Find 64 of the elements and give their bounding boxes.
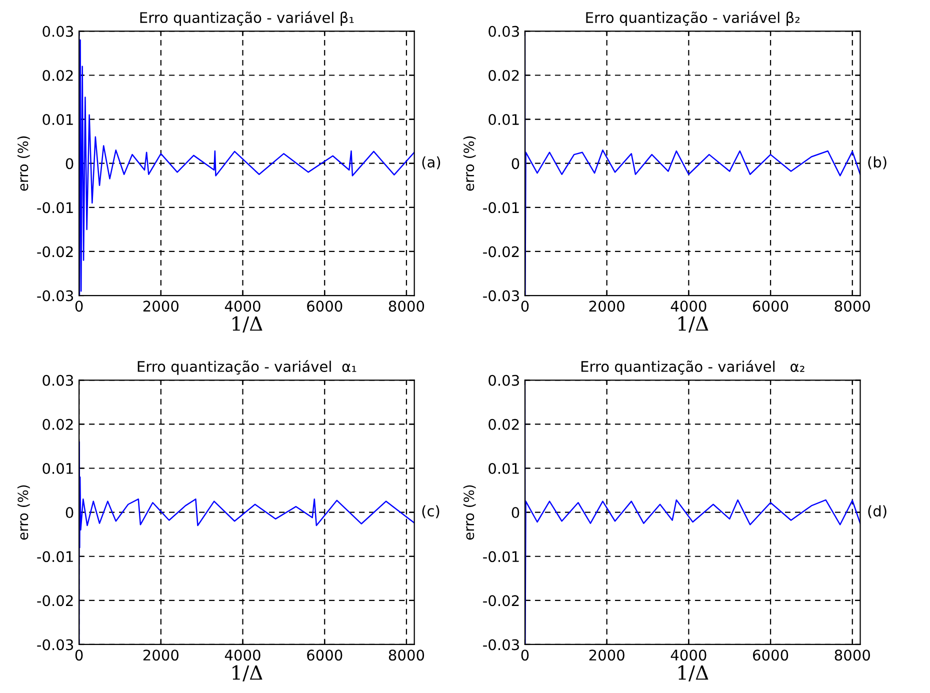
x-tick-label: 8000 bbox=[388, 650, 424, 661]
x-tick-label: 6000 bbox=[307, 300, 342, 312]
x-axis-title: 1/Δ bbox=[232, 316, 262, 332]
x-tick-label: 6000 bbox=[753, 300, 788, 312]
x-tick-label: 8000 bbox=[834, 300, 870, 312]
y-tick-label: 0.01 bbox=[488, 114, 519, 126]
y-axis-title: erro (%) bbox=[463, 485, 476, 540]
x-axis-title: 1/Δ bbox=[678, 316, 708, 332]
y-tick-label: 0.03 bbox=[488, 374, 519, 386]
y-tick-label: -0.01 bbox=[37, 202, 73, 214]
x-tick-label: 6000 bbox=[753, 650, 788, 661]
y-tick-label: 0 bbox=[512, 507, 520, 518]
x-tick-label: 2000 bbox=[589, 650, 624, 661]
x-tick-label: 2000 bbox=[143, 300, 178, 312]
y-tick-label: 0.03 bbox=[42, 26, 74, 37]
x-tick-label: 0 bbox=[75, 300, 83, 312]
x-tick-label: 2000 bbox=[143, 650, 178, 661]
y-tick-label: 0.01 bbox=[42, 114, 73, 126]
x-tick-label: 4000 bbox=[670, 300, 706, 312]
y-axis-title: erro (%) bbox=[17, 485, 30, 540]
y-tick-label: -0.02 bbox=[37, 595, 73, 606]
y-tick-label: -0.02 bbox=[483, 246, 519, 258]
y-tick-label: 0 bbox=[66, 158, 74, 170]
text: (a) bbox=[422, 156, 440, 170]
y-tick-label: -0.03 bbox=[483, 290, 519, 302]
y-tick-label: 0.02 bbox=[488, 418, 519, 430]
x-tick-label: 4000 bbox=[670, 650, 706, 661]
y-tick-label: 0.01 bbox=[42, 462, 73, 474]
text: (d) bbox=[868, 505, 886, 518]
y-tick-label: -0.03 bbox=[483, 639, 519, 650]
text: (b) bbox=[868, 156, 886, 170]
chart-title: Erro quantização - variável α₂ bbox=[581, 360, 804, 375]
x-tick-label: 0 bbox=[521, 650, 529, 661]
y-tick-label: 0.01 bbox=[488, 462, 519, 474]
y-tick-label: -0.02 bbox=[37, 246, 73, 258]
x-axis-title: 1/Δ bbox=[678, 665, 708, 682]
x-tick-label: 8000 bbox=[388, 300, 424, 312]
x-tick-label: 4000 bbox=[224, 650, 260, 661]
chart-title: Erro quantização - variável β₁ bbox=[140, 11, 354, 26]
x-axis-title: 1/Δ bbox=[232, 665, 262, 682]
y-tick-label: 0.02 bbox=[488, 70, 519, 81]
y-tick-label: 0.02 bbox=[42, 70, 73, 81]
x-tick-label: 6000 bbox=[307, 650, 342, 661]
x-tick-label: 0 bbox=[75, 650, 83, 661]
y-tick-label: -0.01 bbox=[483, 551, 519, 562]
chart-title: Erro quantização - variável α₁ bbox=[138, 360, 356, 375]
y-tick-label: -0.01 bbox=[483, 202, 519, 214]
chart-title: Erro quantização - variável β₂ bbox=[586, 11, 800, 26]
x-tick-label: 8000 bbox=[834, 650, 870, 661]
y-tick-label: -0.03 bbox=[37, 639, 74, 650]
y-tick-label: 0 bbox=[66, 507, 74, 518]
y-axis-title: erro (%) bbox=[463, 136, 476, 191]
y-tick-label: 0.02 bbox=[42, 418, 73, 430]
x-tick-label: 4000 bbox=[224, 300, 260, 312]
y-axis-title: erro (%) bbox=[17, 136, 30, 191]
y-tick-label: 0 bbox=[512, 158, 520, 170]
y-tick-label: 0.03 bbox=[42, 374, 74, 386]
text: (c) bbox=[422, 505, 440, 518]
y-tick-label: -0.02 bbox=[483, 595, 519, 606]
x-tick-label: 0 bbox=[521, 300, 529, 312]
y-tick-label: -0.01 bbox=[37, 551, 73, 562]
y-tick-label: -0.03 bbox=[37, 290, 74, 302]
x-tick-label: 2000 bbox=[589, 300, 624, 312]
y-tick-label: 0.03 bbox=[488, 26, 519, 37]
